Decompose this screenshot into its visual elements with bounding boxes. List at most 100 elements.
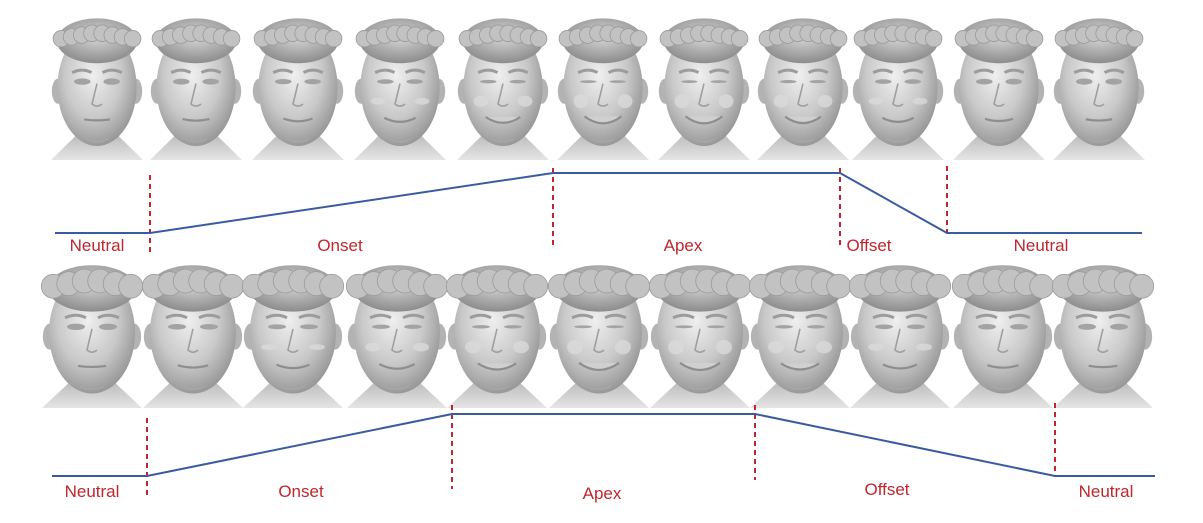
hair-shape: [1054, 18, 1144, 64]
eye-shape: [775, 325, 793, 329]
hair-shape: [241, 265, 345, 312]
eye-shape: [875, 79, 892, 84]
intensity-curve: [52, 413, 1155, 477]
hair-shape: [253, 18, 343, 64]
mouth-shape: [276, 363, 310, 370]
face-scan: [848, 265, 952, 408]
nose-shape: [698, 83, 710, 107]
mouth-shape: [679, 362, 721, 372]
mouth-shape: [283, 117, 313, 123]
face-scan: [951, 265, 1055, 408]
face-scan: [345, 265, 449, 408]
face-scan: [1053, 18, 1145, 160]
mouth-shape: [881, 116, 915, 123]
row1-label-neutral-start: Neutral: [69, 236, 125, 255]
mouth-shape: [578, 362, 620, 372]
eye-shape: [173, 78, 190, 85]
nose-shape: [497, 83, 509, 107]
hair-shape: [954, 18, 1044, 64]
hair-shape: [445, 265, 549, 312]
neck-shape: [347, 381, 447, 408]
hair-shape: [951, 265, 1055, 312]
mouth-shape: [882, 363, 918, 370]
child-face-sequence: [40, 265, 1155, 408]
neck-shape: [354, 134, 446, 160]
eye-shape: [202, 78, 219, 85]
eye-shape: [404, 324, 422, 329]
row1-label-offset: Offset: [846, 236, 892, 255]
eye-shape: [168, 323, 186, 330]
eye-shape: [976, 78, 993, 85]
eye-shape: [710, 80, 727, 83]
hair-shape: [40, 265, 144, 312]
face-scan: [51, 18, 143, 160]
eye-shape: [1010, 324, 1028, 330]
face-scan: [40, 265, 144, 408]
neck-shape: [852, 134, 944, 160]
mouth-shape: [1088, 364, 1118, 369]
adult-timeline: [55, 166, 1142, 255]
eye-shape: [1105, 78, 1122, 85]
hair-shape: [659, 18, 749, 64]
hair-shape: [141, 265, 245, 312]
neck-shape: [243, 381, 343, 408]
nose-shape: [287, 328, 299, 353]
neck-shape: [1053, 381, 1153, 408]
mouth-shape: [83, 118, 111, 122]
eye-shape: [707, 325, 725, 329]
hair-shape: [558, 18, 648, 64]
child-timeline: [52, 403, 1155, 497]
eye-shape: [609, 80, 626, 83]
nose-shape: [187, 328, 199, 353]
face-scan: [953, 18, 1045, 160]
eye-shape: [1078, 323, 1096, 330]
nose-shape: [997, 328, 1009, 353]
hair-shape: [758, 18, 848, 64]
neck-shape: [42, 381, 142, 408]
face-scan: [354, 18, 446, 160]
row2-label-neutral-end: Neutral: [1078, 482, 1134, 501]
eye-shape: [978, 324, 996, 330]
nose-shape: [993, 83, 1005, 107]
mouth-shape: [987, 364, 1019, 369]
neck-shape: [953, 134, 1045, 160]
nose-shape: [292, 83, 304, 107]
eye-shape: [681, 80, 698, 83]
hair-shape: [151, 18, 241, 64]
eye-shape: [200, 323, 218, 330]
neck-shape: [457, 134, 549, 160]
mouth-shape: [182, 118, 210, 122]
eye-shape: [574, 325, 592, 329]
nose-shape: [1093, 83, 1105, 107]
row1-label-neutral-end: Neutral: [1013, 236, 1069, 255]
neck-shape: [51, 134, 143, 160]
eye-shape: [67, 323, 85, 330]
eye-shape: [377, 79, 394, 84]
face-scan: [457, 18, 549, 160]
eye-shape: [103, 78, 120, 85]
mouth-shape: [383, 116, 417, 123]
nose-shape: [593, 328, 605, 353]
row1-label-apex: Apex: [663, 236, 703, 255]
neck-shape: [150, 134, 242, 160]
row2-label-neutral-start: Neutral: [64, 482, 120, 501]
eye-shape: [275, 78, 292, 85]
eye-shape: [480, 79, 497, 84]
neck-shape: [953, 381, 1053, 408]
eye-shape: [509, 79, 526, 84]
face-scan: [252, 18, 344, 160]
eye-shape: [1076, 78, 1093, 85]
eye-shape: [472, 325, 490, 329]
neck-shape: [850, 381, 950, 408]
nose-shape: [1097, 328, 1109, 353]
nose-shape: [190, 83, 202, 107]
mouth-shape: [77, 364, 107, 369]
adult-face-sequence: [51, 18, 1145, 160]
neck-shape: [143, 381, 243, 408]
eye-shape: [74, 78, 91, 85]
eye-shape: [875, 324, 893, 330]
mouth-shape: [583, 115, 623, 125]
eye-shape: [907, 324, 925, 330]
hair-shape: [345, 265, 449, 312]
